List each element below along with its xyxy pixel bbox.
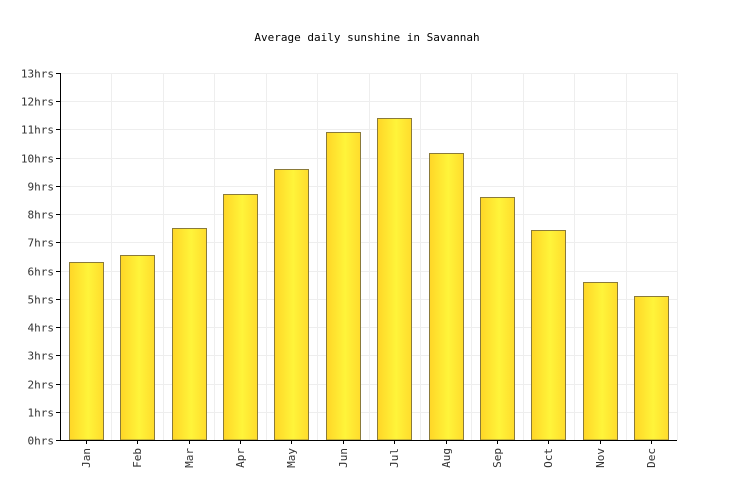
x-tick-label: Nov	[594, 448, 607, 468]
bar-nov	[583, 282, 618, 441]
gridlines	[60, 73, 678, 440]
chart-title: Average daily sunshine in Savannah	[254, 31, 479, 44]
y-tick-label: 0hrs	[28, 435, 55, 448]
bar-dec	[634, 296, 669, 441]
bars	[69, 118, 669, 441]
bar-apr	[223, 194, 258, 441]
y-tick-label: 8hrs	[28, 209, 55, 222]
x-tick-label: Jun	[337, 448, 350, 468]
bar-jul	[377, 118, 412, 441]
bar-jun	[326, 132, 361, 441]
y-tick-label: 2hrs	[28, 379, 55, 392]
x-tick-label: May	[285, 448, 298, 468]
x-tick-label: Aug	[440, 448, 453, 468]
x-tick-label: Oct	[542, 448, 555, 468]
x-tick-label: Sep	[491, 448, 504, 468]
y-tick-label: 10hrs	[21, 153, 54, 166]
bar-sep	[480, 197, 515, 441]
y-tick-label: 9hrs	[28, 181, 55, 194]
y-tick-label: 4hrs	[28, 322, 55, 335]
bar-may	[274, 169, 309, 441]
x-tick-labels: Jan Feb Mar Apr May Jun Jul Aug Sep Oct Nov Dec	[80, 448, 658, 468]
x-tick-label: Dec	[645, 448, 658, 468]
bar-oct	[531, 230, 566, 441]
x-tick-label: Apr	[234, 448, 247, 468]
bar-jan	[69, 262, 104, 441]
bar-feb	[120, 255, 155, 441]
y-tick-label: 6hrs	[28, 266, 55, 279]
y-tick-label: 5hrs	[28, 294, 55, 307]
bar-mar	[172, 228, 207, 441]
bar-aug	[429, 153, 464, 441]
y-tick-label: 1hrs	[28, 407, 55, 420]
x-tick-label: Feb	[131, 448, 144, 468]
x-tick-label: Mar	[183, 448, 196, 468]
y-tick-labels: 0hrs 1hrs 2hrs 3hrs 4hrs 5hrs 6hrs 7hrs 8hrs 9hrs…	[21, 68, 54, 448]
x-tick-label: Jul	[388, 448, 401, 468]
y-tick-label: 3hrs	[28, 350, 55, 363]
axes	[56, 73, 677, 444]
y-tick-label: 13hrs	[21, 68, 54, 81]
y-tick-label: 7hrs	[28, 237, 55, 250]
x-tick-label: Jan	[80, 448, 93, 468]
y-tick-label: 12hrs	[21, 96, 54, 109]
y-tick-label: 11hrs	[21, 124, 54, 137]
